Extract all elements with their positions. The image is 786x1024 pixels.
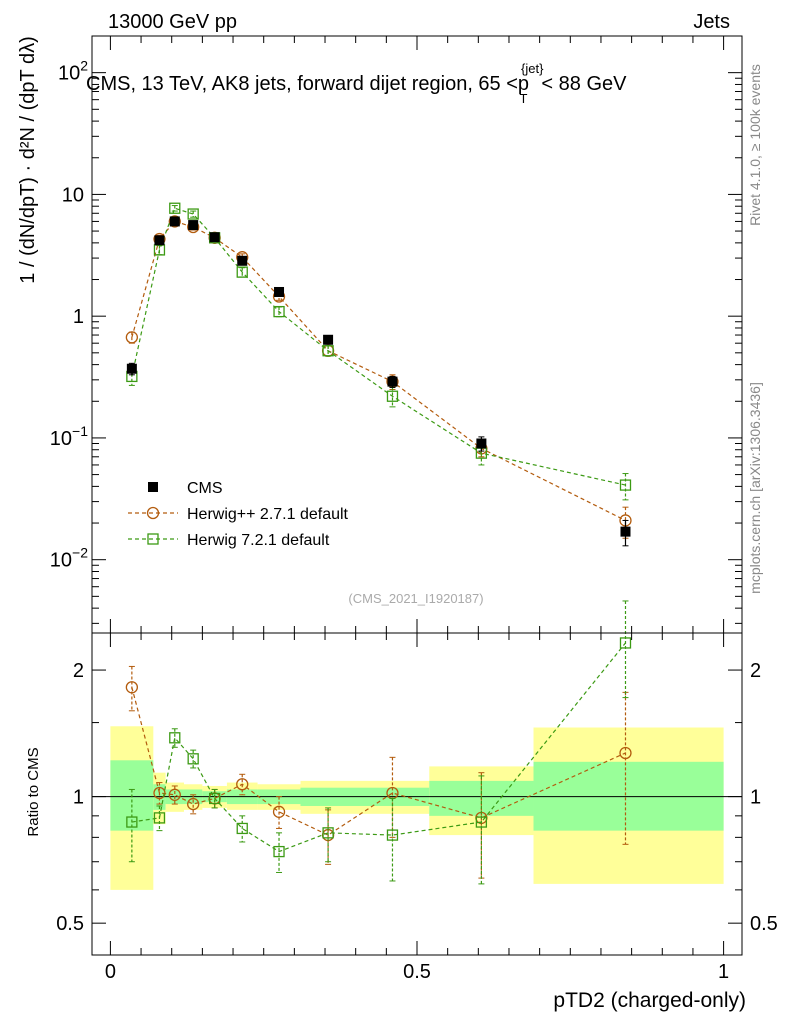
data-point — [236, 778, 249, 791]
ratio-y-tick-label: 0.5 — [56, 913, 84, 935]
data-point — [386, 390, 399, 402]
ratio-y-tick-label: 1 — [73, 787, 84, 809]
data-point — [387, 376, 398, 387]
data-point — [273, 845, 285, 858]
legend-marker — [147, 533, 159, 545]
ratio-panel: 0.5 0.5 1 1 2 2 0 0.5 1 — [56, 600, 778, 983]
data-point — [274, 286, 285, 297]
y-tick-label: 102 — [58, 58, 88, 85]
ratio-y-tick-label-right: 0.5 — [750, 913, 778, 935]
legend-label: CMS — [187, 480, 223, 497]
data-point — [125, 681, 139, 694]
data-point — [386, 829, 399, 841]
data-point — [187, 797, 200, 811]
data-point — [476, 438, 487, 449]
data-point — [619, 637, 632, 649]
legend-marker — [148, 482, 158, 492]
data-point — [322, 345, 334, 357]
data-point — [188, 220, 199, 231]
legend-label: Herwig 7.2.1 default — [187, 532, 330, 549]
ratio-y-tick-label: 2 — [73, 660, 84, 682]
data-point — [169, 732, 181, 744]
data-point — [619, 746, 632, 760]
data-point — [168, 788, 181, 801]
x-tick-label: 0.5 — [403, 961, 431, 983]
data-point — [153, 786, 166, 800]
data-point — [169, 202, 181, 214]
header-right: Jets — [693, 11, 730, 33]
y-axis-label-ratio: Ratio to CMS — [25, 747, 42, 836]
header-left: 13000 GeV pp — [108, 11, 237, 33]
mcplots-label: mcplots.cern.ch [arXiv:1306.3436] — [747, 382, 763, 594]
legend-label: Herwig++ 2.7.1 default — [187, 506, 349, 523]
x-axis-label: pTD2 (charged-only) — [553, 989, 746, 1012]
data-point — [236, 822, 248, 835]
analysis-id: (CMS_2021_I1920187) — [348, 591, 483, 606]
data-point — [237, 255, 248, 266]
y-tick-label: 10−2 — [50, 545, 88, 572]
y-tick-label: 1 — [73, 306, 84, 328]
ratio-y-tick-label-right: 1 — [750, 787, 761, 809]
legend-marker — [146, 506, 160, 520]
series-line — [131, 207, 626, 486]
data-point — [236, 266, 248, 278]
y-tick-label: 10 — [62, 184, 84, 206]
series-line — [131, 220, 626, 521]
data-point — [153, 812, 166, 824]
data-point — [208, 792, 221, 805]
y-axis-label-main: 1 / (dN/dpT) · d²N / (dpT dλ) — [17, 36, 39, 283]
main-panel: 10−2 10−1 1 10 102 — [50, 35, 743, 634]
data-point — [154, 235, 165, 246]
series-line — [131, 642, 626, 853]
data-point — [187, 208, 199, 220]
data-point — [323, 334, 334, 345]
x-tick-label: 0 — [105, 961, 116, 983]
data-point — [272, 805, 286, 818]
data-point — [209, 232, 220, 243]
data-point — [475, 816, 488, 828]
legend: CMS Herwig++ 2.7.1 default Herwig 7.2.1 de… — [128, 480, 349, 549]
x-tick-label: 1 — [718, 961, 729, 983]
plot-title: CMS, 13 TeV, AK8 jets, forward dijet reg… — [86, 61, 627, 106]
data-point — [169, 216, 180, 227]
rivet-label: Rivet 4.1.0, ≥ 100k events — [747, 64, 763, 226]
data-point — [273, 305, 285, 318]
data-point — [322, 827, 334, 839]
data-point — [126, 363, 137, 374]
data-point — [126, 816, 138, 828]
data-point — [187, 753, 199, 765]
data-point — [125, 331, 139, 344]
y-tick-label: 10−1 — [50, 423, 88, 450]
ratio-y-tick-label-right: 2 — [750, 660, 761, 682]
data-point — [620, 526, 631, 537]
data-point — [619, 479, 632, 491]
data-point — [168, 215, 181, 228]
